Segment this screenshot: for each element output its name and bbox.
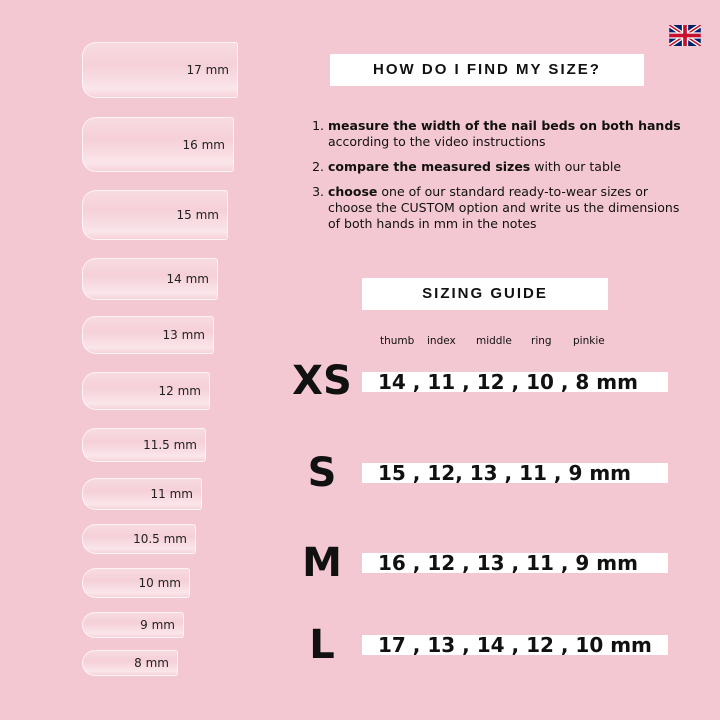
- nail-14: 14 mm: [82, 258, 218, 300]
- size-label-l: L: [309, 622, 335, 668]
- nail-9: 9 mm: [82, 612, 184, 638]
- header-pinkie: pinkie: [573, 335, 605, 347]
- nail-15: 15 mm: [82, 190, 228, 240]
- step-2: compare the measured sizes with our tabl…: [328, 159, 688, 175]
- nail-label: 10.5 mm: [133, 532, 187, 546]
- header-middle: middle: [476, 335, 512, 347]
- uk-flag-icon[interactable]: [669, 25, 701, 46]
- nail-13: 13 mm: [82, 316, 214, 354]
- nail-label: 11 mm: [150, 487, 193, 501]
- size-values-l: 17 , 13 , 14 , 12 , 10 mm: [362, 635, 668, 655]
- nail-17: 17 mm: [82, 42, 238, 98]
- nail-11: 11 mm: [82, 478, 202, 510]
- nail-label: 15 mm: [176, 208, 219, 222]
- nail-label: 9 mm: [140, 618, 175, 632]
- page-title: HOW DO I FIND MY SIZE?: [330, 54, 644, 86]
- header-ring: ring: [531, 335, 552, 347]
- header-index: index: [427, 335, 456, 347]
- instructions-list: measure the width of the nail beds on bo…: [310, 118, 688, 241]
- step-1: measure the width of the nail beds on bo…: [328, 118, 688, 150]
- nail-16: 16 mm: [82, 117, 234, 172]
- nail-label: 13 mm: [162, 328, 205, 342]
- nail-label: 8 mm: [134, 656, 169, 670]
- size-values-xs: 14 , 11 , 12 , 10 , 8 mm: [362, 372, 668, 392]
- nail-label: 10 mm: [138, 576, 181, 590]
- nail-10-5: 10.5 mm: [82, 524, 196, 554]
- size-label-s: S: [307, 450, 337, 496]
- step-3: choose one of our standard ready-to-wear…: [328, 184, 688, 232]
- nail-label: 17 mm: [186, 63, 229, 77]
- nail-10: 10 mm: [82, 568, 190, 598]
- size-values-m: 16 , 12 , 13 , 11 , 9 mm: [362, 553, 668, 573]
- size-label-m: M: [302, 540, 342, 586]
- size-label-xs: XS: [292, 358, 352, 404]
- nail-label: 14 mm: [166, 272, 209, 286]
- nail-8: 8 mm: [82, 650, 178, 676]
- header-thumb: thumb: [380, 335, 415, 347]
- nail-11-5: 11.5 mm: [82, 428, 206, 462]
- sizing-guide-title: SIZING GUIDE: [362, 278, 608, 310]
- nail-label: 11.5 mm: [143, 438, 197, 452]
- nail-label: 12 mm: [158, 384, 201, 398]
- nail-12: 12 mm: [82, 372, 210, 410]
- nail-label: 16 mm: [182, 137, 225, 152]
- size-values-s: 15 , 12, 13 , 11 , 9 mm: [362, 463, 668, 483]
